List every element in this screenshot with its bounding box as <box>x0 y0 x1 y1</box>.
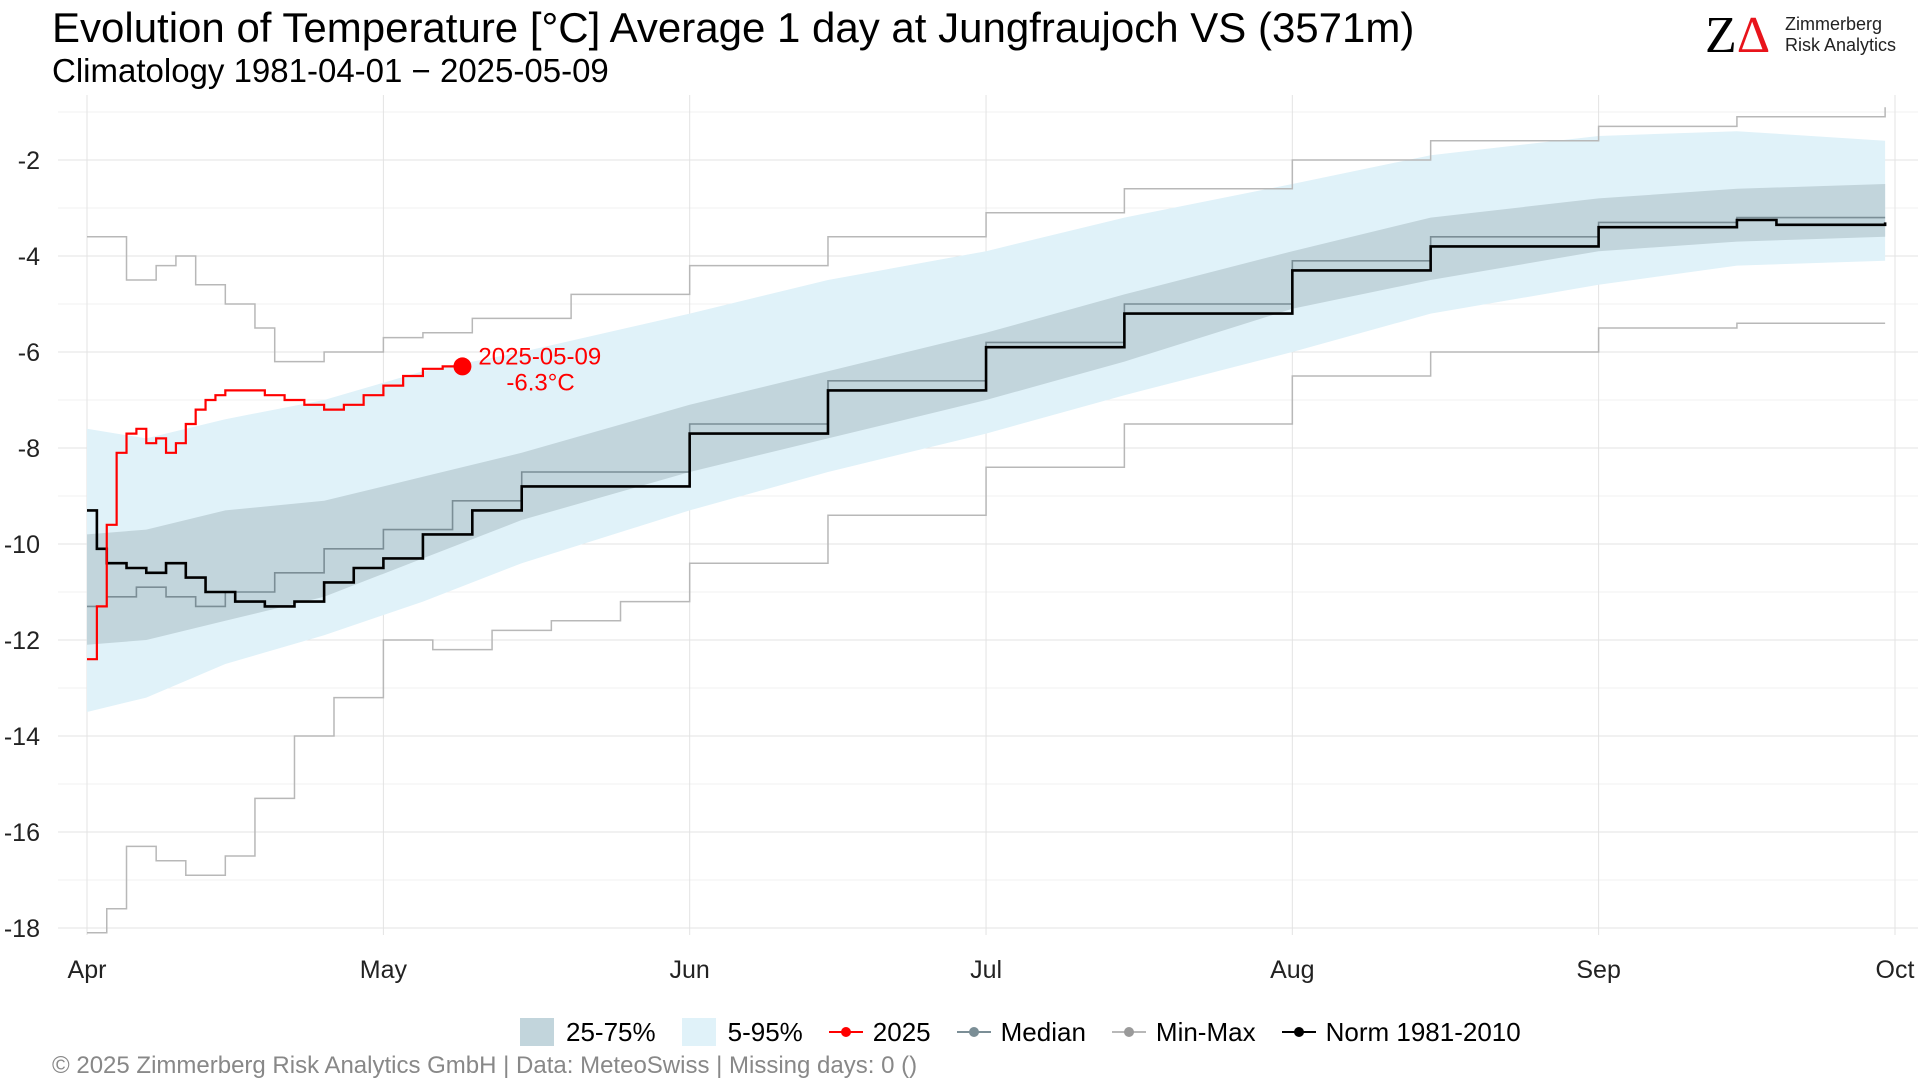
y-tick-label: -2 <box>18 147 40 175</box>
footer-credits: © 2025 Zimmerberg Risk Analytics GmbH | … <box>52 1052 918 1079</box>
x-tick-label: Aug <box>1270 956 1314 984</box>
y-tick-label: -14 <box>4 723 40 751</box>
legend-label-25-75: 25-75% <box>566 1016 656 1047</box>
annotations: 2025-05-09-6.3°C <box>453 343 601 396</box>
series-norm-line <box>87 218 1887 608</box>
y-tick-label: -12 <box>4 627 40 655</box>
x-tick-label: Oct <box>1876 956 1915 984</box>
series-median-line <box>87 216 1886 608</box>
y-tick-label: -18 <box>4 915 40 943</box>
y-tick-label: -16 <box>4 819 40 847</box>
x-tick-label: Jul <box>970 956 1002 984</box>
legend-label-norm: Norm 1981-2010 <box>1325 1016 1521 1047</box>
bands <box>87 131 1886 712</box>
legend-item-2025: 2025 <box>828 1016 931 1048</box>
legend-label-minmax: Min-Max <box>1155 1016 1256 1047</box>
legend-item-median: Median <box>956 1016 1086 1048</box>
company-logo: ZΔ Zimmerberg Risk Analytics <box>1705 7 1905 64</box>
y-tick-label: -6 <box>18 339 40 367</box>
chart-subtitle: Climatology 1981-04-01 − 2025-05-09 <box>52 52 609 89</box>
series-2025-line <box>87 365 463 661</box>
legend-label-5-95: 5-95% <box>727 1016 803 1047</box>
band-25-75 <box>87 184 1886 645</box>
logo-mark: ZΔ <box>1705 7 1771 64</box>
legend-item-minmax: Min-Max <box>1111 1016 1256 1048</box>
series-min-line <box>87 322 1886 934</box>
chart-legend: 25-75% 5-95% 2025 Median Min-Max Norm 19… <box>520 1015 1547 1049</box>
legend-label-median: Median <box>1000 1016 1086 1047</box>
x-tick-label: Sep <box>1576 956 1620 984</box>
chart-title: Evolution of Temperature [°C] Average 1 … <box>52 4 1415 51</box>
y-tick-label: -4 <box>18 243 40 271</box>
x-tick-label: Apr <box>68 956 107 984</box>
y-tick-label: -10 <box>4 531 40 559</box>
x-tick-label: May <box>360 956 408 984</box>
legend-key-norm <box>1281 1018 1316 1046</box>
latest-value-label: -6.3°C <box>506 369 574 396</box>
legend-key-2025 <box>828 1018 863 1046</box>
logo-line-1: Zimmerberg <box>1785 14 1883 34</box>
legend-label-2025: 2025 <box>872 1016 931 1047</box>
y-tick-label: -8 <box>18 435 40 463</box>
legend-item-25-75: 25-75% <box>520 1017 656 1048</box>
latest-date-label: 2025-05-09 <box>478 343 601 370</box>
logo-text: Zimmerberg Risk Analytics <box>1785 14 1896 56</box>
legend-swatch-25-75 <box>520 1018 554 1046</box>
x-tick-label: Jun <box>670 956 710 984</box>
series-max-line <box>87 107 1886 363</box>
legend-swatch-5-95 <box>681 1018 716 1046</box>
lines <box>87 107 1887 934</box>
temperature-chart: -2 -4 -6 -8 -10 -12 -14 -16 -18 Apr May Jun Jul Aug Se… <box>4 95 1918 984</box>
legend-key-median <box>956 1018 991 1046</box>
axes: -2 -4 -6 -8 -10 -12 -14 -16 -18 Apr May Jun Jul Aug Se… <box>4 147 1915 984</box>
legend-item-norm: Norm 1981-2010 <box>1281 1016 1521 1048</box>
legend-item-5-95: 5-95% <box>681 1016 803 1048</box>
logo-line-2: Risk Analytics <box>1785 35 1897 55</box>
latest-value-marker <box>453 357 472 376</box>
legend-key-minmax <box>1111 1018 1146 1046</box>
